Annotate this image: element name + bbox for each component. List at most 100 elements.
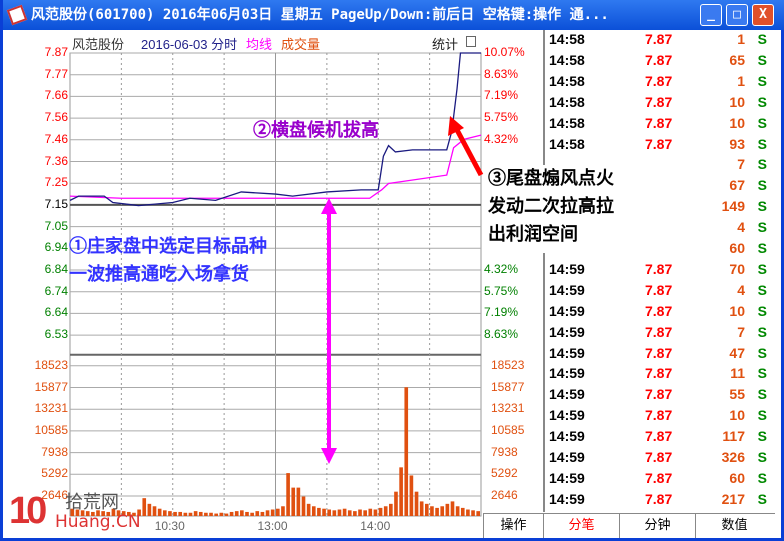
tick-side: S bbox=[757, 114, 767, 131]
tick-price: 7.87 bbox=[645, 302, 673, 319]
volume-tick-label: 18523 bbox=[34, 357, 68, 372]
tick-row[interactable]: 14:59 7.87 4 S bbox=[545, 282, 773, 303]
volume-bar bbox=[111, 508, 116, 516]
chart-canvas bbox=[69, 52, 484, 517]
tick-price: 7.87 bbox=[645, 31, 673, 47]
tab-operate[interactable]: 操作 bbox=[483, 514, 543, 538]
tick-side: S bbox=[757, 260, 767, 277]
tick-side: S bbox=[757, 323, 767, 340]
tick-row[interactable]: 14:58 7.87 93 S bbox=[545, 136, 773, 157]
annotation-1-line: 一波推高通吃入场拿货 bbox=[69, 264, 249, 285]
volume-bar bbox=[142, 498, 147, 516]
tick-row[interactable]: 149 S bbox=[545, 198, 773, 219]
avg-line-legend[interactable]: 均线 bbox=[246, 37, 273, 52]
annotation-1-line: ①庄家盘中选定目标品种 bbox=[69, 236, 267, 257]
volume-tick-label: 7938 bbox=[41, 444, 68, 459]
volume-bar bbox=[373, 509, 378, 516]
volume-legend[interactable]: 成交量 bbox=[281, 37, 321, 52]
tick-price: 7.87 bbox=[645, 365, 673, 382]
volume-bar bbox=[327, 509, 332, 516]
price-tick-label: 7.46 bbox=[44, 131, 68, 146]
tick-volume: 117 bbox=[722, 428, 745, 445]
price-tick-label: 6.74 bbox=[44, 283, 68, 298]
tick-row[interactable]: 14:59 7.87 60 S bbox=[545, 470, 773, 491]
pct-tick-label: 5.75% bbox=[484, 110, 519, 125]
tick-list[interactable]: 14:58 7.87 1 S 14:58 7.87 65 S 14:58 7.87 1 S 14:58 7… bbox=[543, 30, 775, 512]
tick-time: 14:59 bbox=[549, 260, 585, 277]
stock-name: 风范股份 bbox=[72, 37, 125, 52]
volume-tick-label: 2646 bbox=[491, 488, 518, 502]
tick-volume: 67 bbox=[729, 177, 745, 194]
volume-bar bbox=[234, 511, 239, 516]
volume-bar bbox=[209, 512, 213, 516]
close-button[interactable]: X bbox=[752, 4, 774, 26]
tick-side: S bbox=[757, 72, 767, 89]
pct-tick-label: 8.63% bbox=[484, 327, 519, 342]
annotation-3-line: 发动二次拉高拉 bbox=[488, 196, 614, 217]
tick-time: 14:59 bbox=[549, 365, 585, 382]
price-tick-label: 7.15 bbox=[44, 196, 68, 211]
annotation-3-line: ③尾盘煽风点火 bbox=[488, 168, 614, 189]
tick-side: S bbox=[757, 365, 767, 382]
tick-time: 14:58 bbox=[549, 114, 585, 131]
tab-values[interactable]: 数值 bbox=[695, 514, 773, 538]
tab-ticks[interactable]: 分笔 bbox=[543, 514, 619, 538]
intraday-chart[interactable]: 风范股份 2016-06-03 分时 均线 成交量 统计 7.87 7.77 7.6… bbox=[6, 30, 543, 538]
volume-bar bbox=[450, 501, 455, 516]
tick-row[interactable]: 14:59 7.87 10 S bbox=[545, 303, 773, 324]
tick-time: 14:59 bbox=[549, 281, 585, 298]
minimize-button[interactable]: _ bbox=[700, 4, 722, 26]
tick-row[interactable]: 14:58 7.87 1 S bbox=[545, 31, 773, 52]
tick-volume: 217 bbox=[721, 490, 745, 507]
volume-bar bbox=[116, 510, 121, 516]
tick-side: S bbox=[757, 490, 767, 507]
volume-bar bbox=[476, 511, 480, 516]
tick-price: 7.87 bbox=[645, 135, 673, 152]
volume-bar bbox=[440, 506, 445, 516]
tick-row[interactable]: 14:59 7.87 55 S bbox=[545, 386, 773, 407]
panel-toggle-icon[interactable] bbox=[466, 36, 476, 47]
tick-row[interactable]: 14:58 7.87 10 S bbox=[545, 115, 773, 136]
volume-bar bbox=[378, 507, 383, 516]
tick-side: S bbox=[757, 240, 767, 256]
tick-row[interactable]: 14:58 7.87 65 S bbox=[545, 52, 773, 73]
tick-volume: 326 bbox=[721, 449, 745, 465]
tick-row[interactable]: 14:59 7.87 7 S bbox=[545, 324, 773, 345]
time-tick-label: 13:00 bbox=[257, 519, 288, 533]
tick-row[interactable]: 14:59 7.87 70 S bbox=[545, 261, 773, 282]
volume-bar bbox=[435, 507, 439, 516]
tick-row[interactable]: 14:59 7.87 117 S bbox=[545, 428, 773, 449]
tick-side: S bbox=[757, 51, 767, 68]
tick-row[interactable]: 67 S bbox=[545, 177, 773, 198]
tick-row[interactable]: 14:58 7.87 1 S bbox=[545, 73, 773, 94]
volume-bar bbox=[75, 509, 80, 516]
tick-row[interactable]: 14:59 7.87 217 S bbox=[545, 491, 773, 512]
volume-bar bbox=[389, 503, 393, 516]
tick-row[interactable]: 14:59 7.87 326 S bbox=[545, 449, 773, 470]
tick-time: 14:59 bbox=[549, 490, 585, 507]
volume-bar bbox=[270, 509, 275, 516]
volume-bar bbox=[363, 510, 367, 516]
watermark-logo: 10 拾荒网 Huang.CN bbox=[9, 490, 141, 532]
tick-row[interactable]: 14:59 7.87 10 S bbox=[545, 407, 773, 428]
volume-bar bbox=[399, 467, 403, 516]
maximize-button[interactable]: □ bbox=[726, 4, 748, 26]
title-bar: 风范股份(601700) 2016年06月03日 星期五 PageUp/Down… bbox=[3, 0, 784, 30]
volume-bar bbox=[455, 506, 460, 516]
tick-row[interactable]: 14:59 7.87 11 S bbox=[545, 365, 773, 386]
stats-button[interactable]: 统计 bbox=[432, 37, 459, 52]
tick-row[interactable]: 14:58 7.87 10 S bbox=[545, 94, 773, 115]
tick-side: S bbox=[757, 93, 767, 110]
tick-price: 7.87 bbox=[645, 386, 673, 403]
tick-row[interactable]: 14:59 7.87 47 S bbox=[545, 345, 773, 366]
time-tick-label: 10:30 bbox=[154, 519, 185, 533]
volume-bar bbox=[471, 510, 475, 516]
tick-volume: 60 bbox=[729, 240, 745, 256]
volume-bar bbox=[240, 510, 244, 516]
volume-bar bbox=[70, 508, 75, 516]
tick-row[interactable]: 60 S bbox=[545, 240, 773, 261]
tick-price: 7.87 bbox=[645, 490, 673, 507]
tab-minutes[interactable]: 分钟 bbox=[619, 514, 695, 538]
